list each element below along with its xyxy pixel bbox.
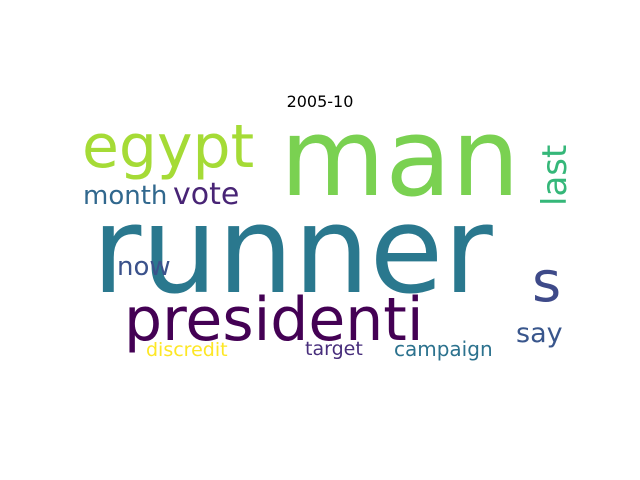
word-discredit: discredit — [146, 339, 228, 361]
chart-title: 2005-10 — [286, 92, 354, 111]
word-campaign: campaign — [394, 337, 493, 361]
word-presidenti: presidenti — [124, 285, 424, 355]
word-say: say — [516, 318, 563, 349]
word-month: month — [83, 181, 167, 211]
word-now: now — [117, 252, 171, 282]
word-s: s — [532, 250, 561, 315]
word-egypt: egypt — [82, 112, 254, 182]
word-target: target — [305, 338, 363, 360]
word-last: last — [535, 145, 575, 206]
word-runner: runner — [92, 182, 493, 321]
word-man: man — [280, 96, 520, 221]
word-vote: vote — [173, 177, 239, 212]
